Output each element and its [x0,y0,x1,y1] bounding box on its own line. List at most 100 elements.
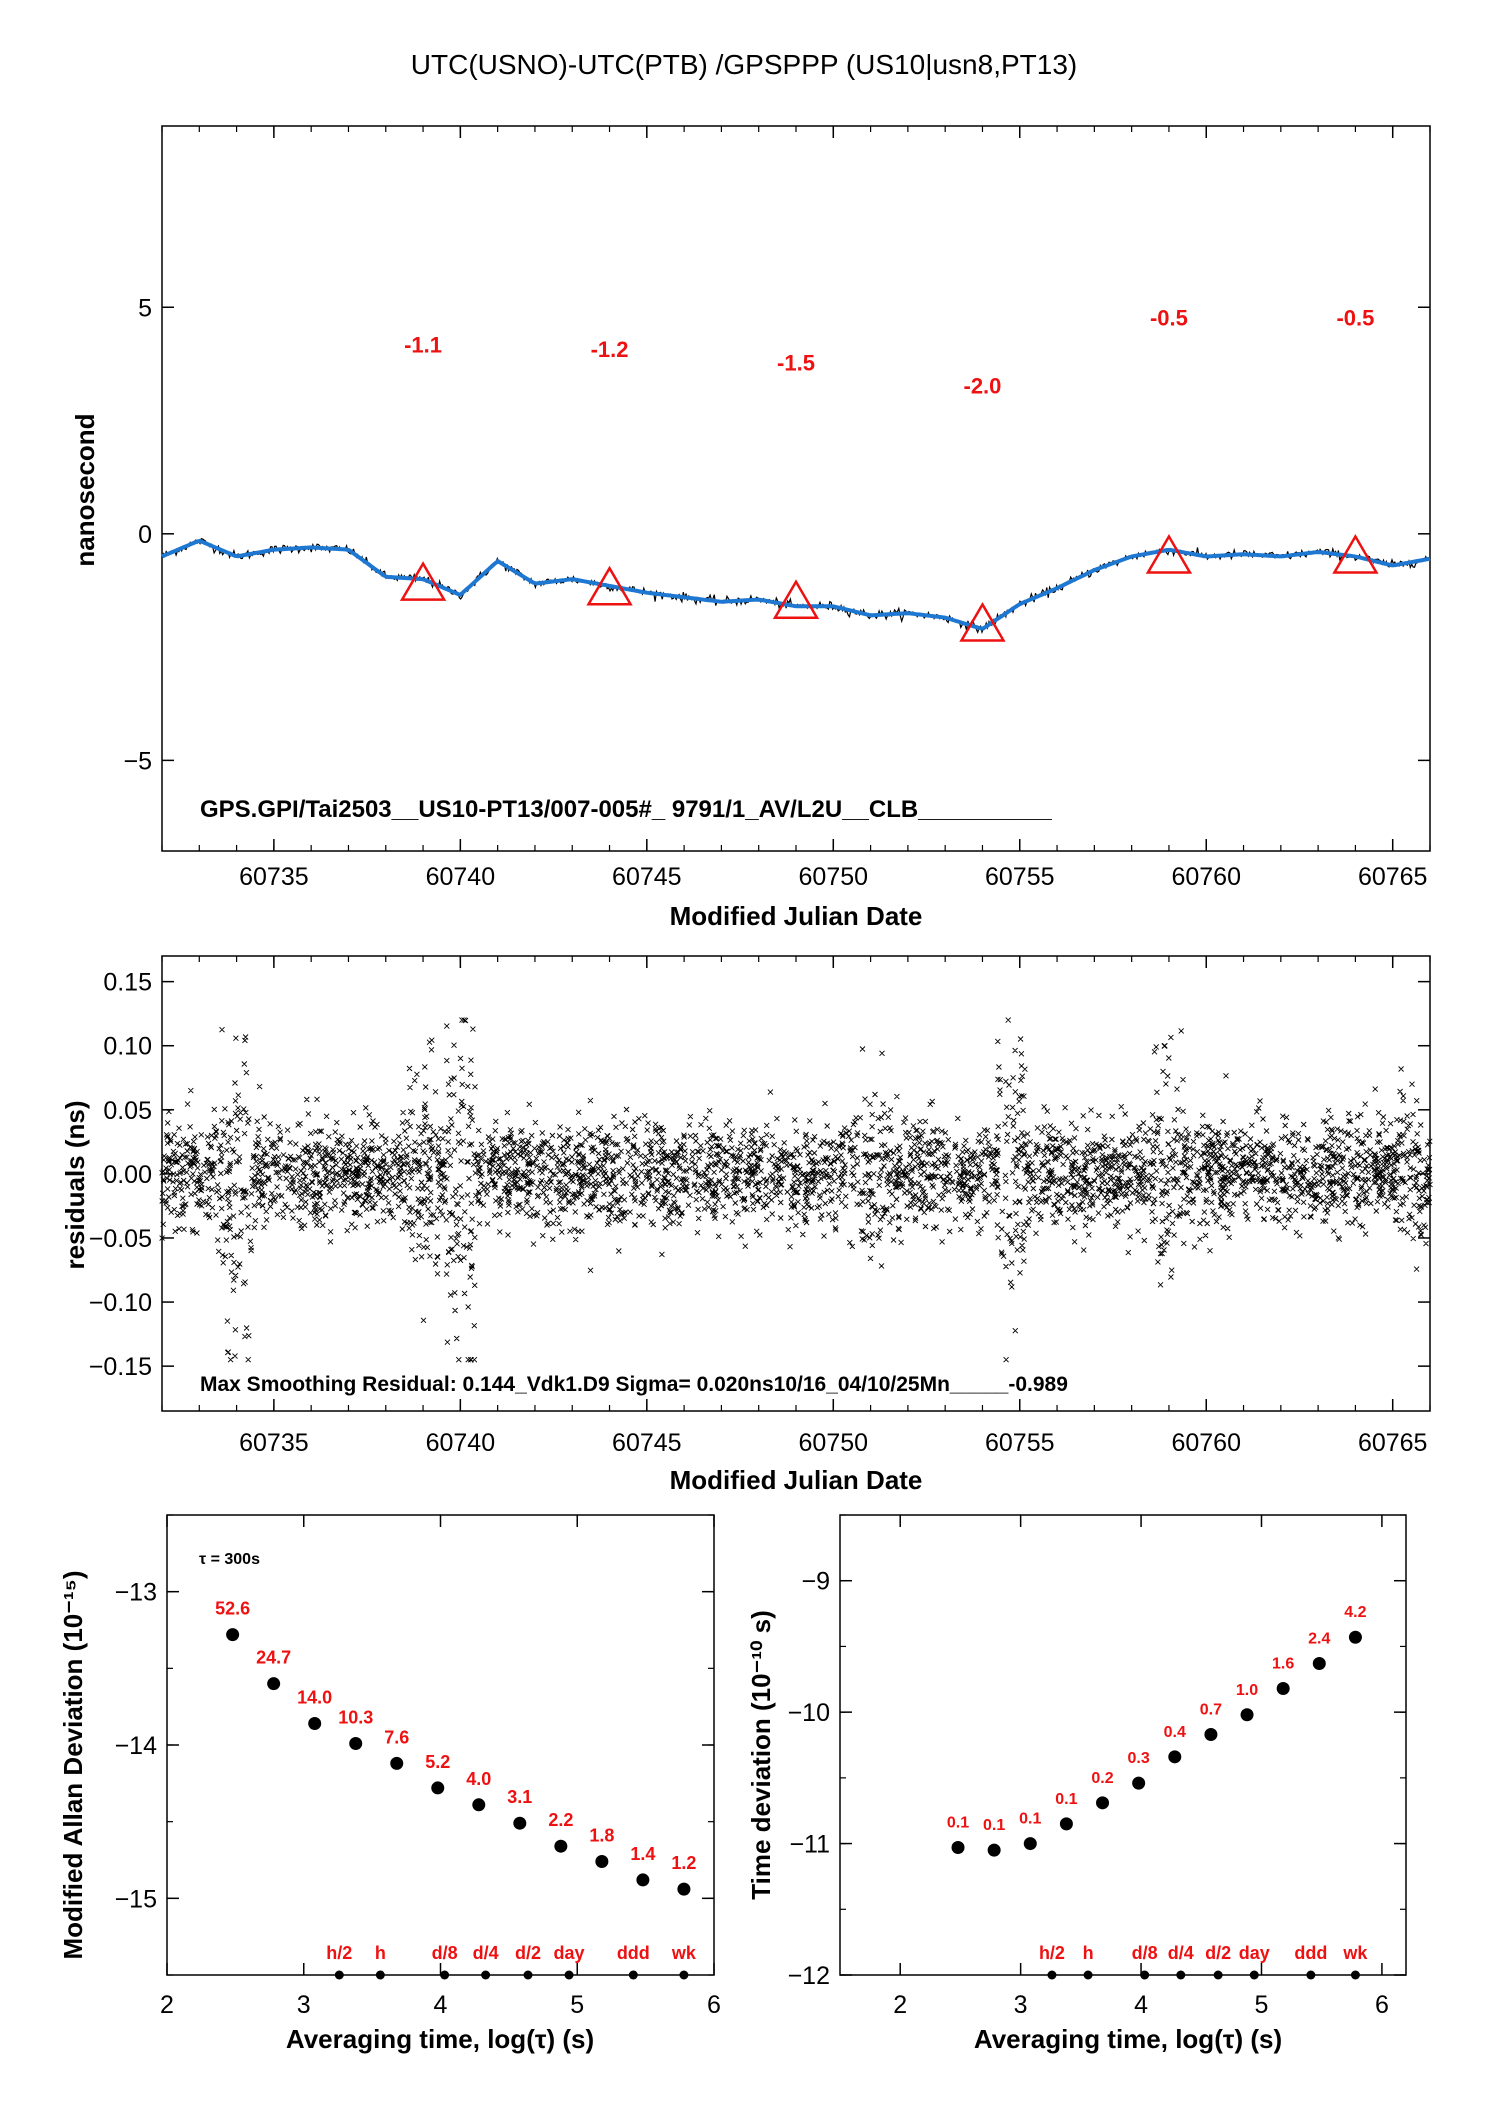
deviation-point [472,1798,486,1812]
y-tick-label: −0.10 [89,1289,152,1317]
point-value-label: 5.2 [425,1752,450,1772]
point-value-label: 0.1 [983,1817,1005,1834]
y-tick-label: −5 [123,747,152,775]
point-value-label: 0.7 [1200,1701,1222,1718]
x-tick-label: 60740 [426,863,496,891]
triangle-marker [959,601,1006,642]
reference-mark-label: wk [671,1943,697,1963]
reference-mark-label: h [375,1943,386,1963]
point-value-label: 1.2 [671,1853,696,1873]
residual-markers [159,1017,1433,1363]
triangle-marker [399,561,447,601]
marker-value-label: -0.5 [1336,305,1374,330]
reference-mark [1213,1970,1223,1980]
point-value-label: 0.3 [1128,1750,1150,1767]
y-tick-label: −12 [788,1962,830,1990]
reference-mark [1047,1970,1057,1980]
x-tick-label: 2 [160,1991,174,2019]
point-value-label: 2.2 [548,1810,573,1830]
time-series-panel: GPS.GPI/Tai2503__US10-PT13/007-005#_ 979… [70,125,1431,931]
point-value-label: 1.4 [630,1844,655,1864]
y-tick-label: −15 [115,1885,157,1913]
point-value-label: 52.6 [215,1599,250,1619]
x-tick-label: 60755 [985,863,1055,891]
y-tick-label: 0.15 [103,969,152,997]
deviation-point [267,1677,281,1691]
point-value-label: 4.0 [466,1769,491,1789]
x-tick-label: 5 [570,1991,584,2019]
x-tick-label: 4 [1134,1991,1148,2019]
x-tick-label: 60735 [239,1429,309,1457]
x-tick-label: 6 [707,1991,721,2019]
reference-mark-label: d/4 [1168,1943,1194,1963]
x-tick-label: 60765 [1358,863,1428,891]
point-value-label: 24.7 [256,1648,291,1668]
reference-mark-label: ddd [617,1943,650,1963]
marker-value-label: -0.5 [1150,305,1188,330]
x-tick-label: 60760 [1171,863,1241,891]
y-tick-label: −9 [801,1568,830,1596]
point-value-label: 1.0 [1236,1682,1258,1699]
reference-mark-label: d/8 [432,1943,458,1963]
deviation-point [1240,1708,1254,1722]
deviation-point [1204,1727,1218,1741]
triangle-marker [1145,533,1193,574]
x-tick-label: 2 [893,1991,907,2019]
reference-mark-label: d/2 [1205,1943,1231,1963]
deviation-point [349,1736,363,1750]
marker-value-label: -1.1 [404,333,442,358]
reference-mark [1176,1970,1186,1980]
residuals-ylabel: residuals (ns) [60,1100,90,1269]
reference-mark [1350,1970,1360,1980]
reference-mark [375,1970,385,1980]
deviation-point [987,1843,1001,1857]
residuals-panel: Max Smoothing Residual: 0.144_Vdk1.D9 Si… [60,955,1433,1495]
x-tick-label: 3 [1014,1991,1028,2019]
x-tick-label: 60735 [239,863,309,891]
deviation-point [951,1841,965,1855]
reference-mark-label: d/4 [473,1943,499,1963]
x-tick-label: 60745 [612,1429,682,1457]
reference-mark-label: day [554,1943,585,1963]
x-tick-label: 60740 [426,1429,496,1457]
x-tick-label: 60750 [799,1429,869,1457]
deviation-point [431,1781,445,1795]
y-tick-label: −13 [115,1579,157,1607]
deviation-point [1312,1657,1326,1671]
triangle-marker [1332,533,1379,574]
x-tick-label: 6 [1375,1991,1389,2019]
deviation-point [636,1873,650,1887]
allan-deviation-xlabel: Averaging time, log(τ) (s) [286,2024,594,2054]
y-tick-label: 5 [138,294,152,322]
point-value-label: 0.1 [1019,1811,1041,1828]
deviation-point [1168,1750,1182,1764]
y-tick-label: 0.00 [103,1161,152,1189]
y-tick-label: −14 [115,1732,158,1760]
x-tick-label: 3 [297,1991,311,2019]
y-tick-label: −10 [788,1699,830,1727]
reference-mark-label: d/8 [1132,1943,1158,1963]
point-value-label: 3.1 [507,1787,532,1807]
y-tick-label: 0.10 [103,1033,152,1061]
reference-mark [523,1970,533,1980]
point-value-label: 14.0 [297,1688,332,1708]
reference-mark [564,1970,574,1980]
y-tick-label: −0.15 [89,1353,152,1381]
reference-mark [1306,1970,1316,1980]
reference-mark [1249,1970,1259,1980]
point-value-label: 2.4 [1308,1631,1330,1648]
time-deviation-ylabel: Time deviation (10⁻¹⁰ s) [746,1610,776,1900]
x-tick-label: 60760 [1171,1429,1241,1457]
deviation-point [677,1882,691,1896]
tau-annotation: τ = 300s [199,1551,260,1568]
reference-mark-label: ddd [1294,1943,1327,1963]
deviation-point [1348,1630,1362,1644]
time-deviation-xlabel: Averaging time, log(τ) (s) [974,2024,1282,2054]
x-tick-label: 4 [434,1991,448,2019]
y-tick-label: −0.05 [89,1225,152,1253]
deviation-point [1276,1681,1290,1695]
figure-title: UTC(USNO)-UTC(PTB) /GPSPPP (US10|usn8,PT… [411,49,1077,80]
allan-deviation-frame [166,1514,715,1976]
reference-mark-label: h/2 [326,1943,352,1963]
